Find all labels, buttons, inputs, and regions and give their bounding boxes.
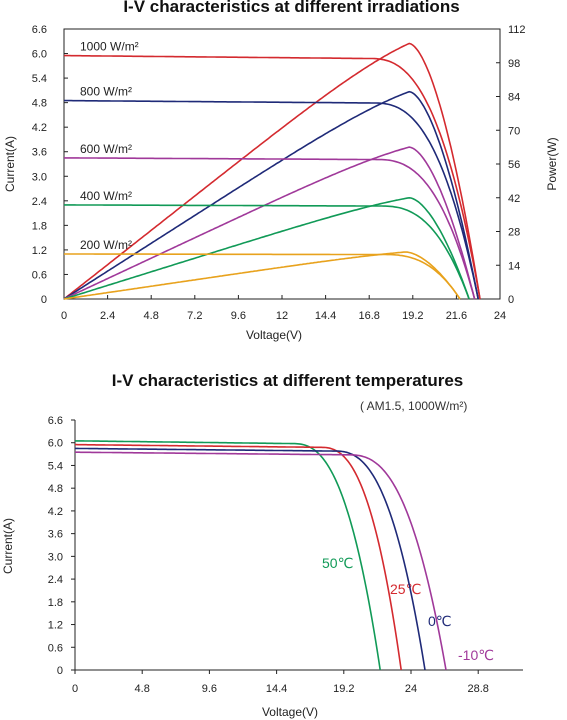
series-label: 800 W/m² [80,85,132,99]
iv-curve [75,443,402,671]
y-tick-label: 4.2 [48,506,63,518]
chart2-title: I-V characteristics at different tempera… [111,371,464,390]
pv-curve [63,196,470,300]
chart2-subtitle: ( AM1.5, 1000W/m²) [360,399,468,413]
iv-curve [64,253,461,300]
iv-curve [64,157,476,300]
y2-tick-label: 0 [508,294,514,306]
y-axis-label: Current(A) [1,518,15,574]
y-tick-label: 6.0 [32,49,47,61]
series-label: -10℃ [458,647,494,663]
series-label: 400 W/m² [80,189,132,203]
x-tick-label: 16.8 [358,310,379,322]
y-tick-label: 2.4 [48,574,63,586]
series-label: 1000 W/m² [80,40,139,54]
y-tick-label: 3.6 [32,147,47,159]
series-label: 600 W/m² [80,142,132,156]
y-tick-label: 0.6 [32,269,47,281]
series-label: 200 W/m² [80,238,132,252]
chart1-title: I-V characteristics at different irradia… [123,0,460,16]
y-tick-label: 1.8 [32,220,47,232]
y-tick-label: 0 [57,665,63,677]
y-tick-label: 2.4 [32,196,47,208]
x-tick-label: 21.6 [446,310,467,322]
x-tick-label: 0 [61,310,67,322]
y2-tick-label: 84 [508,92,520,104]
y-tick-label: 3.0 [48,551,63,563]
y-tick-label: 0.6 [48,642,63,654]
y-tick-label: 5.4 [32,73,47,85]
x-axis-label: Voltage(V) [262,705,318,719]
y-tick-label: 6.0 [48,438,63,450]
y-tick-label: 3.6 [48,529,63,541]
pv-curve [63,146,476,300]
iv-curve [74,440,381,671]
y-axis-label: Current(A) [3,136,17,192]
y2-tick-label: 98 [508,58,520,70]
irradiation-chart: 0 2.4 4.8 7.2 9.6 12 14.4 16.8 19.2 21.6 2400.61.2… [3,24,559,342]
y-tick-label: 4.8 [32,98,47,110]
y-tick-label: 1.2 [32,245,47,257]
y2-tick-label: 56 [508,159,520,171]
pv-curve [63,251,461,300]
y-tick-label: 6.6 [32,24,47,36]
pv-curve [63,42,481,300]
x-tick-label: 9.6 [202,683,217,695]
x-tick-label: 24 [405,683,417,695]
x-tick-label: 9.6 [231,310,246,322]
y-tick-label: 1.8 [48,597,63,609]
y2-tick-label: 14 [508,260,520,272]
series-label: 25℃ [390,581,421,597]
x-axis-label: Voltage(V) [246,328,302,342]
x-tick-label: 14.4 [266,683,287,695]
series-label: 50℃ [322,555,353,571]
x-tick-label: 28.8 [467,683,488,695]
y2-tick-label: 28 [508,227,520,239]
y2-tick-label: 42 [508,193,520,205]
iv-curve [75,447,426,671]
y-tick-label: 1.2 [48,620,63,632]
series-label: 0℃ [428,613,452,629]
iv-curve [75,451,447,671]
y-tick-label: 6.6 [48,415,63,427]
y-tick-label: 4.2 [32,122,47,134]
x-tick-label: 4.8 [135,683,150,695]
x-tick-label: 7.2 [187,310,202,322]
x-tick-label: 0 [72,683,78,695]
y2-tick-label: 112 [508,24,526,36]
iv-curve [64,54,481,300]
x-tick-label: 24 [494,310,506,322]
x-tick-label: 19.2 [402,310,423,322]
x-tick-label: 14.4 [315,310,336,322]
iv-curve [64,99,479,300]
y-tick-label: 0 [41,294,47,306]
x-tick-label: 2.4 [100,310,115,322]
iv-curve [64,204,470,300]
y2-axis-label: Power(W) [545,137,559,190]
y2-tick-label: 70 [508,125,520,137]
x-tick-label: 19.2 [333,683,354,695]
y-tick-label: 3.0 [32,171,47,183]
x-tick-label: 12 [276,310,288,322]
x-tick-label: 4.8 [144,310,159,322]
y-tick-label: 5.4 [48,460,63,472]
y-tick-label: 4.8 [48,483,63,495]
